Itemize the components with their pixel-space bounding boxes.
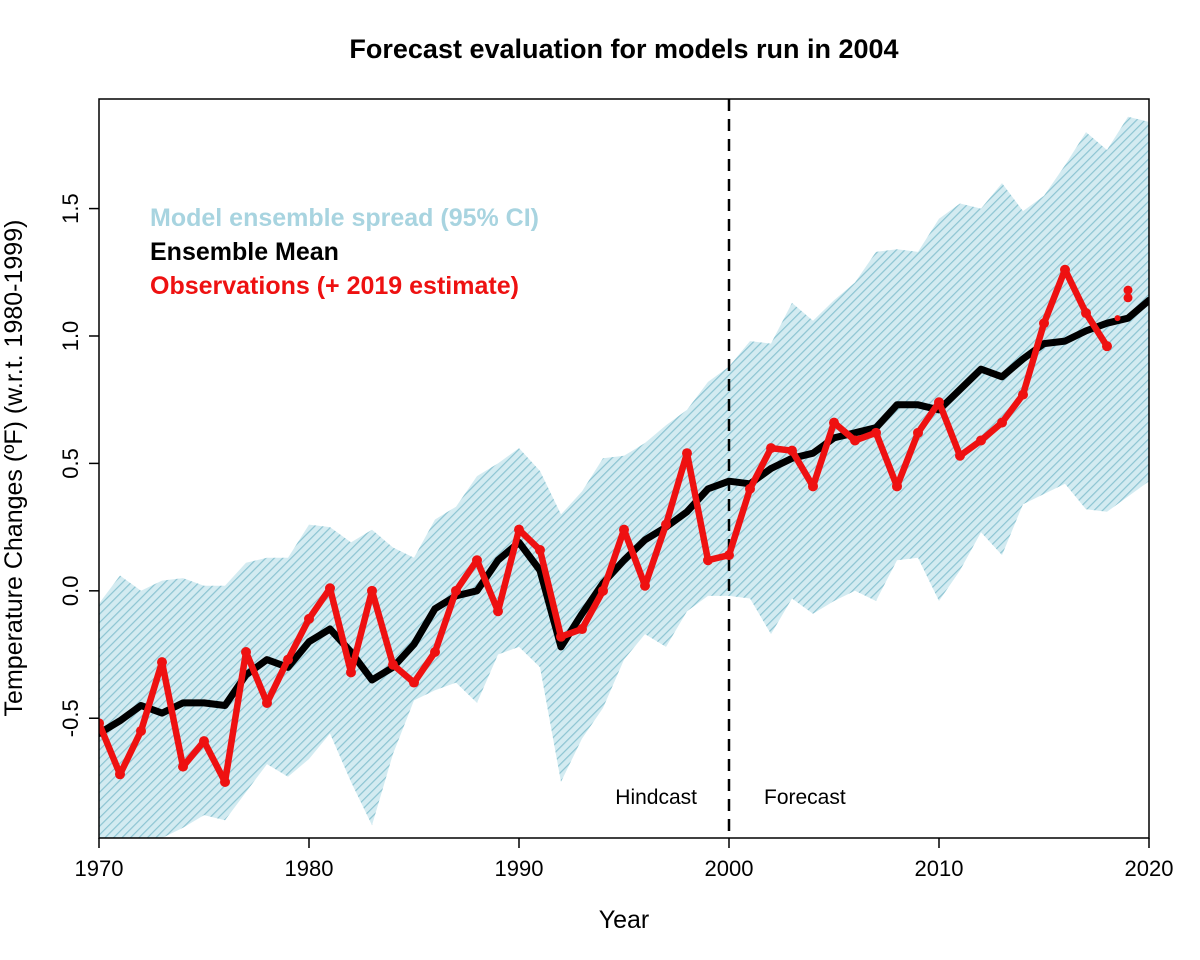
- observation-point: [157, 657, 167, 668]
- observation-point: [598, 585, 608, 596]
- ensemble-spread-band: [99, 116, 1149, 838]
- hindcast-label: Hindcast: [615, 786, 697, 809]
- ensemble-mean-line: [99, 296, 1149, 737]
- observation-point: [514, 524, 524, 535]
- observation-point: [1081, 308, 1091, 319]
- observation-point: [997, 417, 1007, 428]
- x-axis-label: Year: [599, 906, 650, 934]
- observation-point: [619, 524, 629, 535]
- legend: Model ensemble spread (95% CI) Ensemble …: [150, 204, 539, 300]
- observation-point: [640, 580, 650, 591]
- observation-point: [99, 718, 104, 729]
- estimate-2019-gap-marker: [1114, 315, 1121, 322]
- observation-point: [682, 448, 692, 459]
- observation-point: [346, 667, 356, 678]
- observation-point: [913, 427, 923, 438]
- observation-point: [871, 427, 881, 438]
- y-tick-label: 1.0: [58, 321, 83, 352]
- y-tick-label: 0.0: [58, 576, 83, 607]
- observation-point: [283, 654, 293, 665]
- observation-point: [661, 519, 671, 530]
- observation-point: [850, 435, 860, 446]
- observation-point: [325, 583, 335, 594]
- y-axis-label: Temperature Changes (ºF) (w.r.t. 1980-19…: [0, 220, 28, 717]
- observation-point: [766, 443, 776, 454]
- observation-point: [1018, 389, 1028, 400]
- observation-point: [976, 435, 986, 446]
- observation-point: [220, 776, 230, 787]
- observation-point: [703, 555, 713, 566]
- observation-point: [115, 769, 125, 780]
- observation-point: [241, 646, 251, 657]
- x-axis: 1970 1980 1990 2000 2010 2020: [75, 838, 1174, 881]
- observation-point: [955, 450, 965, 461]
- plot-area: [99, 99, 1149, 838]
- observation-point: [1102, 341, 1112, 352]
- observation-point: [1060, 264, 1070, 275]
- x-tick-label: 1990: [495, 856, 544, 881]
- observation-point: [577, 624, 587, 635]
- x-tick-label: 1970: [75, 856, 124, 881]
- chart-title: Forecast evaluation for models run in 20…: [349, 34, 898, 64]
- observation-point: [430, 646, 440, 657]
- observations-points: [99, 264, 1112, 787]
- observation-point: [808, 481, 818, 492]
- estimate-2019-points: [1114, 285, 1133, 322]
- observation-point: [304, 613, 314, 624]
- observation-point: [199, 736, 209, 747]
- x-tick-label: 2010: [915, 856, 964, 881]
- forecast-label: Forecast: [764, 786, 846, 809]
- observation-point: [388, 659, 398, 670]
- legend-entry-ensemble-spread: Model ensemble spread (95% CI): [150, 204, 539, 232]
- observation-point: [892, 481, 902, 492]
- y-tick-label: 0.5: [58, 448, 83, 479]
- observation-point: [409, 677, 419, 688]
- observation-point: [745, 483, 755, 494]
- observation-point: [178, 761, 188, 772]
- observation-point: [262, 697, 272, 708]
- y-axis: -0.5 0.0 0.5 1.0 1.5: [58, 193, 99, 737]
- observation-point: [934, 397, 944, 408]
- x-tick-label: 2020: [1125, 856, 1174, 881]
- legend-entry-observations: Observations (+ 2019 estimate): [150, 272, 519, 300]
- observation-point: [493, 606, 503, 617]
- legend-entry-ensemble-mean: Ensemble Mean: [150, 238, 339, 266]
- observation-point: [556, 631, 566, 642]
- observation-point: [1039, 318, 1049, 329]
- x-tick-label: 1980: [285, 856, 334, 881]
- observation-point: [724, 550, 734, 561]
- observation-point: [535, 545, 545, 556]
- plot-frame: [98, 98, 1150, 839]
- y-tick-label: -0.5: [58, 699, 83, 737]
- observation-point: [367, 585, 377, 596]
- observation-point: [472, 555, 482, 566]
- observation-point: [829, 417, 839, 428]
- x-tick-label: 2000: [705, 856, 754, 881]
- observation-point: [136, 725, 146, 736]
- observation-point: [451, 585, 461, 596]
- observation-point: [787, 445, 797, 456]
- y-tick-label: 1.5: [58, 193, 83, 224]
